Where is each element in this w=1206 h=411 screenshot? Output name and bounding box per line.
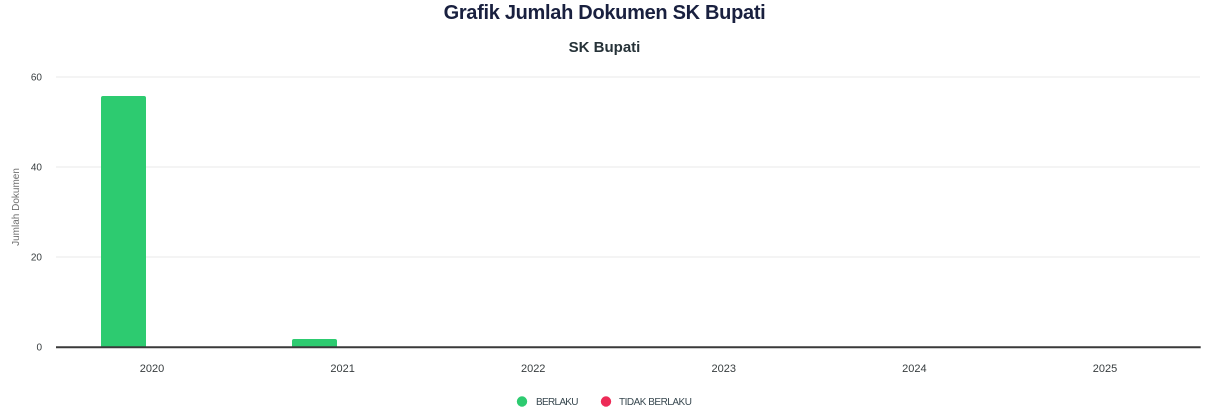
svg-text:Jumlah Dokumen: Jumlah Dokumen bbox=[11, 168, 22, 246]
svg-text:2024: 2024 bbox=[902, 363, 926, 375]
svg-text:TIDAK BERLAKU: TIDAK BERLAKU bbox=[619, 397, 692, 408]
svg-text:2023: 2023 bbox=[712, 363, 736, 375]
svg-text:2021: 2021 bbox=[330, 363, 354, 375]
svg-text:0: 0 bbox=[36, 343, 42, 354]
svg-text:60: 60 bbox=[31, 73, 43, 84]
svg-text:2025: 2025 bbox=[1093, 363, 1117, 375]
svg-text:BERLAKU: BERLAKU bbox=[536, 397, 578, 408]
svg-text:20: 20 bbox=[31, 253, 43, 264]
svg-text:40: 40 bbox=[31, 163, 43, 174]
svg-text:Grafik Jumlah Dokumen SK Bupat: Grafik Jumlah Dokumen SK Bupati bbox=[444, 2, 766, 24]
svg-text:SK Bupati: SK Bupati bbox=[569, 39, 641, 56]
svg-text:2020: 2020 bbox=[140, 363, 164, 375]
svg-text:2022: 2022 bbox=[521, 363, 545, 375]
